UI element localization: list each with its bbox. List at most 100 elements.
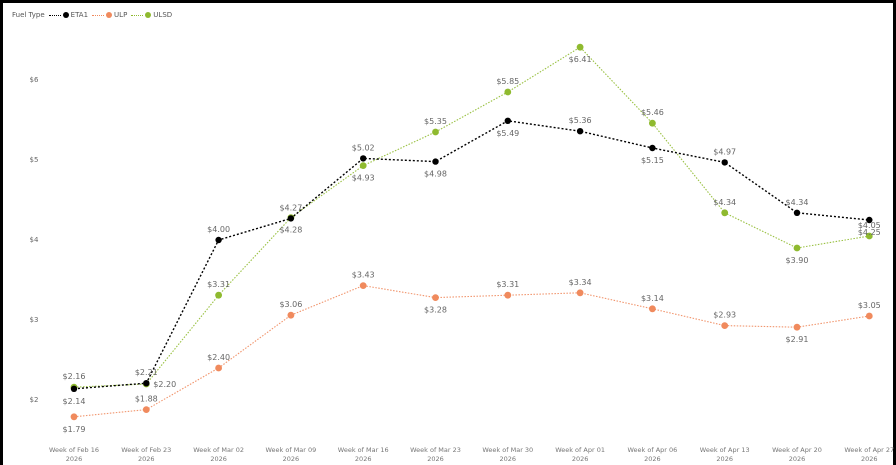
data-point[interactable] xyxy=(287,311,295,319)
data-point[interactable] xyxy=(504,117,511,125)
series-line-ulsd xyxy=(73,46,870,388)
data-point[interactable] xyxy=(721,159,728,166)
x-tick-label: Week of Mar 23 2026 xyxy=(410,446,461,463)
legend-label: ULP xyxy=(114,11,128,19)
series-line-eta1 xyxy=(73,120,870,390)
data-point[interactable] xyxy=(576,43,584,51)
data-label: $4.00 xyxy=(207,225,230,234)
data-point[interactable] xyxy=(287,215,295,222)
legend-title: Fuel Type xyxy=(12,11,45,19)
x-tick-label: Week of Mar 09 2026 xyxy=(265,446,316,463)
data-label: $4.05 xyxy=(858,221,881,230)
data-label: $1.79 xyxy=(63,425,86,434)
x-tick-label: Week of Apr 01 2026 xyxy=(555,446,605,463)
data-point[interactable] xyxy=(865,232,873,240)
legend: Fuel Type ETA1 ULP ULSD xyxy=(12,11,172,19)
data-point[interactable] xyxy=(432,294,439,301)
data-point[interactable] xyxy=(504,291,512,299)
data-label: $4.34 xyxy=(786,198,809,207)
data-label: $5.46 xyxy=(641,108,664,117)
data-label: $3.06 xyxy=(279,300,302,309)
data-point[interactable] xyxy=(649,119,656,127)
data-label: $4.34 xyxy=(713,198,736,207)
x-axis: Week of Feb 16 2026 Week of Feb 23 2026 Week… xyxy=(49,446,894,463)
data-label: $4.97 xyxy=(713,147,736,156)
legend-line xyxy=(131,14,144,16)
data-point[interactable] xyxy=(865,312,873,320)
data-label: $5.15 xyxy=(641,156,664,165)
data-point[interactable] xyxy=(576,289,584,297)
data-label: $1.88 xyxy=(135,395,158,404)
data-point[interactable] xyxy=(432,128,439,136)
y-tick-label: $4 xyxy=(30,236,39,244)
y-tick-label: $2 xyxy=(30,396,39,404)
data-label: $3.14 xyxy=(641,294,664,303)
data-point[interactable] xyxy=(649,144,656,152)
data-point[interactable] xyxy=(70,413,78,421)
x-tick-label: Week of Apr 27 2026 xyxy=(844,446,894,463)
data-label: $2.14 xyxy=(63,397,86,406)
x-tick-label: Week of Apr 13 2026 xyxy=(700,446,750,463)
y-tick-label: $3 xyxy=(30,316,39,324)
data-point[interactable] xyxy=(143,380,150,387)
data-point[interactable] xyxy=(360,155,367,162)
data-point[interactable] xyxy=(215,364,223,372)
data-label: $2.40 xyxy=(207,353,230,362)
data-label: $2.21 xyxy=(135,368,158,377)
legend-marker xyxy=(62,12,69,18)
legend-marker xyxy=(145,12,152,18)
data-label: $4.98 xyxy=(424,170,447,179)
x-tick-label: Week of Apr 06 2026 xyxy=(628,446,678,463)
x-tick-label: Week of Feb 23 2026 xyxy=(121,446,171,463)
data-label: $5.85 xyxy=(496,77,519,86)
data-point[interactable] xyxy=(142,406,150,413)
data-point[interactable] xyxy=(793,244,801,252)
x-tick-label: Week of Feb 16 2026 xyxy=(49,446,99,463)
series-lines xyxy=(73,46,870,418)
data-label: $3.05 xyxy=(858,301,881,310)
series-line-ulp xyxy=(73,285,870,418)
data-label: $2.91 xyxy=(786,335,809,344)
legend-item-ulsd[interactable]: ULSD xyxy=(131,11,172,19)
data-point[interactable] xyxy=(649,305,656,313)
data-point[interactable] xyxy=(359,162,367,170)
x-tick-label: Week of Mar 02 2026 xyxy=(193,446,244,463)
data-point[interactable] xyxy=(576,128,584,135)
data-label: $2.20 xyxy=(153,380,176,389)
data-point[interactable] xyxy=(721,322,729,329)
y-tick-label: $5 xyxy=(30,156,39,164)
data-point[interactable] xyxy=(866,216,873,224)
data-point[interactable] xyxy=(215,236,222,244)
data-label: $5.49 xyxy=(496,129,519,138)
legend-label: ULSD xyxy=(153,11,173,19)
data-point[interactable] xyxy=(432,158,439,165)
data-label: $2.16 xyxy=(63,372,86,381)
data-label: $3.90 xyxy=(786,256,809,265)
x-tick-label: Week of Apr 20 2026 xyxy=(772,446,822,463)
series-points xyxy=(70,43,873,421)
legend-item-ulp[interactable]: ULP xyxy=(92,11,127,19)
x-tick-label: Week of Mar 30 2026 xyxy=(482,446,533,463)
y-axis: $2 $3 $4 $5 $6 xyxy=(30,76,39,404)
data-label: $3.28 xyxy=(424,306,447,315)
data-point[interactable] xyxy=(793,209,801,216)
data-point[interactable] xyxy=(215,291,223,299)
data-point[interactable] xyxy=(793,323,801,331)
data-point[interactable] xyxy=(359,282,367,289)
data-label: $4.28 xyxy=(279,226,302,235)
legend-item-eta1[interactable]: ETA1 xyxy=(48,11,88,19)
data-label: $3.31 xyxy=(207,280,230,289)
data-point[interactable] xyxy=(504,88,512,96)
data-label: $5.02 xyxy=(352,143,375,152)
data-label: $4.27 xyxy=(279,203,302,212)
data-point[interactable] xyxy=(721,209,729,217)
data-point[interactable] xyxy=(70,385,78,392)
data-label: $5.35 xyxy=(424,117,447,126)
legend-marker xyxy=(106,12,113,18)
data-label: $3.43 xyxy=(352,271,375,280)
data-label: $3.31 xyxy=(496,280,519,289)
data-label: $2.93 xyxy=(713,311,736,320)
data-label: $3.34 xyxy=(569,278,592,287)
